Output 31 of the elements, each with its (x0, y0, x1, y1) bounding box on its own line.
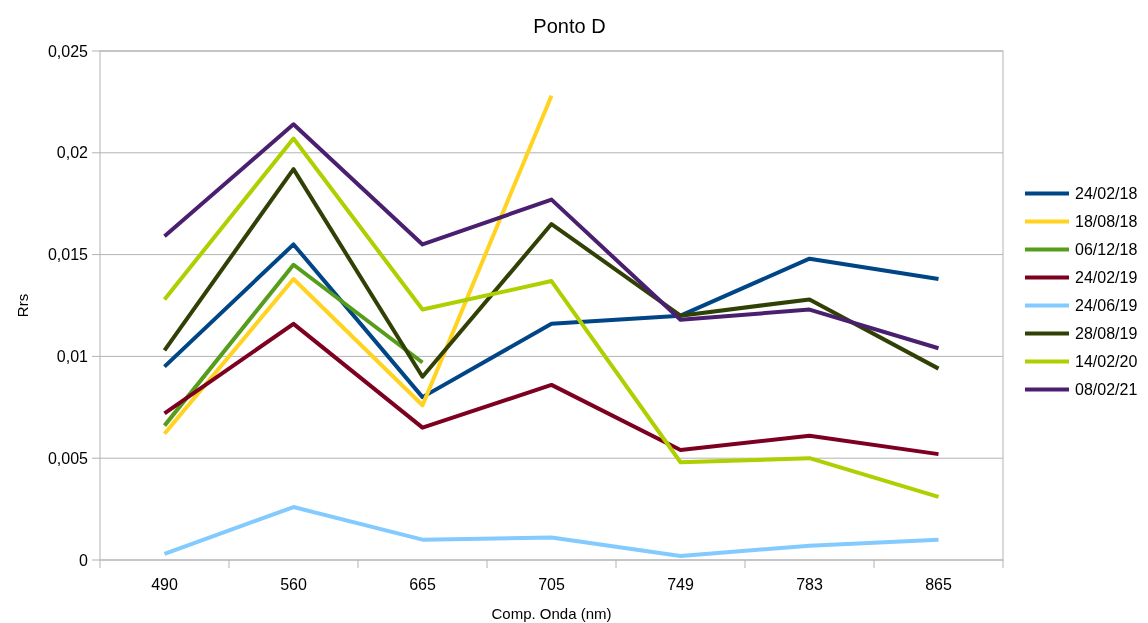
line-series (162, 122, 941, 351)
line-series (162, 136, 941, 499)
y-tick-label: 0,02 (56, 144, 89, 162)
legend-label: 08/02/21 (1075, 381, 1138, 399)
x-tick-label: 783 (796, 576, 823, 593)
y-axis-title: Rrs (14, 293, 31, 318)
y-tick-label: 0,005 (47, 449, 89, 467)
x-tick-label: 705 (538, 576, 565, 593)
y-tick-label: 0,025 (47, 42, 89, 60)
legend-label: 24/02/19 (1075, 269, 1138, 287)
chart-title: Ponto D (533, 15, 606, 37)
x-tick-label: 490 (151, 576, 178, 593)
legend-label: 24/02/18 (1075, 185, 1138, 203)
legend-label: 28/08/19 (1075, 325, 1138, 343)
line-series (162, 167, 941, 379)
y-tick-label: 0,01 (56, 348, 89, 365)
x-tick-label: 665 (409, 576, 436, 593)
legend-label: 18/08/18 (1075, 213, 1138, 231)
line-series (162, 93, 554, 436)
x-tick-label: 749 (667, 576, 694, 593)
legend-label: 24/06/19 (1075, 297, 1138, 315)
x-axis-title: Comp. Onda (nm) (491, 605, 612, 622)
legend-label: 14/02/20 (1075, 353, 1138, 371)
legend-label: 06/12/18 (1075, 241, 1138, 259)
y-tick-label: 0 (79, 551, 89, 569)
line-series (162, 242, 941, 400)
y-tick-label: 0,015 (47, 246, 89, 264)
x-tick-label: 865 (925, 576, 952, 593)
line-series (162, 505, 941, 558)
line-series (162, 321, 941, 457)
x-tick-label: 560 (280, 576, 307, 593)
